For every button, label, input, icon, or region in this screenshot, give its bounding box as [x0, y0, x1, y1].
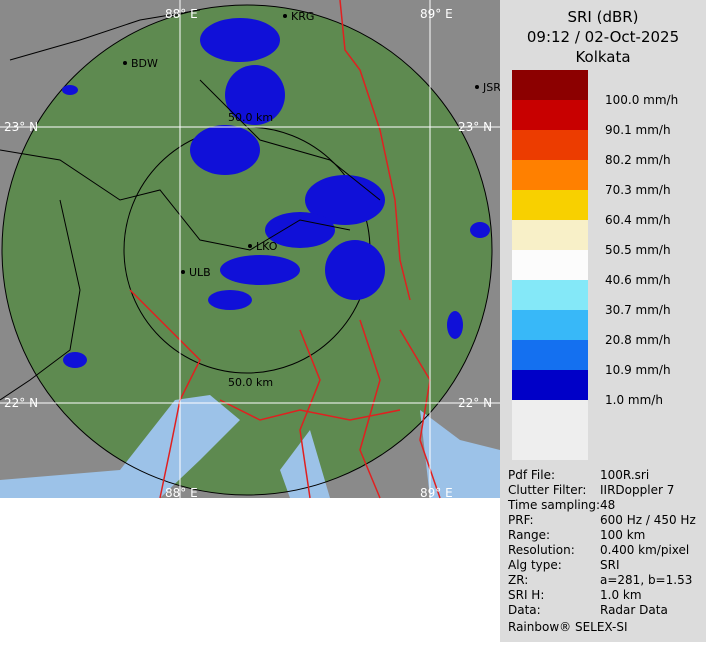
legend-swatch — [512, 250, 588, 280]
info-key: Clutter Filter: — [508, 483, 586, 497]
legend-swatch — [512, 370, 588, 400]
legend-label: 20.8 mm/h — [605, 333, 671, 347]
legend-label: 30.7 mm/h — [605, 303, 671, 317]
place-label: KRG — [291, 10, 314, 23]
place-dot — [283, 14, 287, 18]
info-value: a=281, b=1.53 — [600, 573, 692, 587]
legend-swatch — [512, 160, 588, 190]
ring-label: 50.0 km — [228, 111, 273, 124]
lat-label: 22° N — [458, 396, 492, 410]
rivers — [129, 0, 441, 499]
info-value: 1.0 km — [600, 588, 642, 602]
info-key: PRF: — [508, 513, 534, 527]
legend-label: 1.0 mm/h — [605, 393, 663, 407]
info-value: Radar Data — [600, 603, 668, 617]
legend-label: 90.1 mm/h — [605, 123, 671, 137]
place-dot — [123, 61, 127, 65]
place-label: JSR — [482, 81, 501, 94]
info-key: ZR: — [508, 573, 528, 587]
legend-label: 50.5 mm/h — [605, 243, 671, 257]
info-key: Resolution: — [508, 543, 575, 557]
info-value: 100R.sri — [600, 468, 649, 482]
legend-swatch — [512, 130, 588, 160]
range-ring — [1, 4, 493, 496]
side-panel: SRI (dBR) 09:12 / 02-Oct-2025 Kolkata 10… — [500, 0, 706, 642]
info-key: Pdf File: — [508, 468, 555, 482]
legend-swatch — [512, 220, 588, 250]
info-key: Range: — [508, 528, 550, 542]
legend-swatch — [512, 310, 588, 340]
legend-label: 70.3 mm/h — [605, 183, 671, 197]
place-label: BDW — [131, 57, 158, 70]
legend-empty — [512, 400, 588, 460]
lon-label: 89° E — [420, 486, 453, 500]
info-key: SRI H: — [508, 588, 544, 602]
legend-swatch — [512, 70, 588, 100]
legend-swatch — [512, 190, 588, 220]
info-value: 48 — [600, 498, 615, 512]
legend-swatch — [512, 340, 588, 370]
place-dot — [475, 85, 479, 89]
product-title: SRI (dBR) — [567, 8, 638, 26]
info-key: Time sampling: — [507, 498, 600, 512]
info-key: Data: — [508, 603, 541, 617]
ring-label: 50.0 km — [228, 376, 273, 389]
place-dot — [248, 244, 252, 248]
legend-label: 10.9 mm/h — [605, 363, 671, 377]
legend: 100.0 mm/h 90.1 mm/h 80.2 mm/h 70.3 mm/h 60.… — [512, 70, 678, 407]
legend-label: 40.6 mm/h — [605, 273, 671, 287]
lat-label: 23° N — [4, 120, 38, 134]
info-value: SRI — [600, 558, 620, 572]
info-key: Alg type: — [508, 558, 562, 572]
place-label: LKO — [256, 240, 278, 253]
water — [280, 410, 500, 498]
info-value: 0.400 km/pixel — [600, 543, 689, 557]
legend-label: 100.0 mm/h — [605, 93, 678, 107]
place-label: ULB — [189, 266, 211, 279]
place-dot — [181, 270, 185, 274]
footer: Rainbow® SELEX-SI — [508, 620, 628, 634]
legend-swatch — [512, 280, 588, 310]
legend-swatch — [512, 100, 588, 130]
info-value: 100 km — [600, 528, 645, 542]
lon-label: 88° E — [165, 7, 198, 21]
info-table: Pdf File: 100R.sri Clutter Filter: IIRDoppl… — [507, 468, 696, 617]
map: 88° E 89° E 88° E 89° E 23° N 23° N 22° … — [0, 0, 501, 500]
lon-label: 89° E — [420, 7, 453, 21]
info-value: IIRDoppler 7 — [600, 483, 674, 497]
lon-label: 88° E — [165, 486, 198, 500]
places: KRG BDW JSR LKO ULB — [123, 10, 501, 279]
graticule — [0, 0, 500, 498]
timestamp: 09:12 / 02-Oct-2025 — [527, 28, 679, 46]
legend-label: 80.2 mm/h — [605, 153, 671, 167]
legend-label: 60.4 mm/h — [605, 213, 671, 227]
lat-label: 23° N — [458, 120, 492, 134]
info-value: 600 Hz / 450 Hz — [600, 513, 696, 527]
lat-label: 22° N — [4, 396, 38, 410]
site-name: Kolkata — [575, 48, 630, 66]
